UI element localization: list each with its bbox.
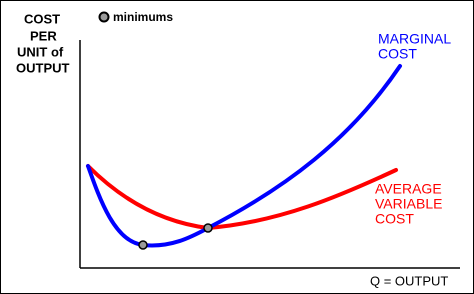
curve-label: MARGINAL <box>378 31 451 47</box>
x-axis-label: Q = OUTPUT <box>370 273 448 288</box>
curve-label: VARIABLE <box>375 196 442 212</box>
mc-curve <box>86 64 402 248</box>
minimum-point <box>203 223 213 233</box>
y-axis-label: COST <box>24 11 60 26</box>
y-axis-label: PER <box>30 28 57 43</box>
legend-marker <box>98 11 110 23</box>
curve-label: COST <box>375 211 414 227</box>
y-axis-label: UNIT of <box>17 44 64 59</box>
curve-label: AVERAGE <box>375 181 442 197</box>
y-axis-label: OUTPUT <box>16 60 70 75</box>
avc-curve <box>86 164 398 231</box>
minimum-point <box>138 240 148 250</box>
curve-label: COST <box>378 46 417 62</box>
legend-label: minimums <box>113 10 173 24</box>
